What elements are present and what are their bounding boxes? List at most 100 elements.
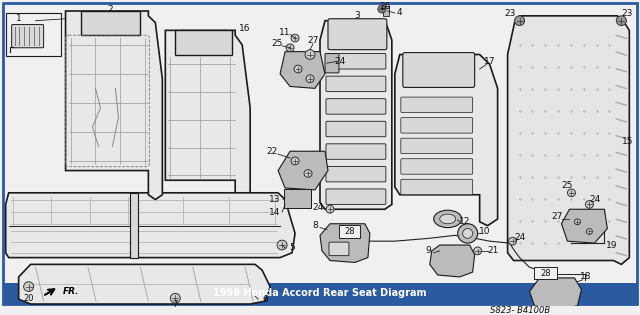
Text: 15: 15 (621, 137, 633, 146)
Text: 2: 2 (108, 5, 113, 14)
Text: 7: 7 (173, 300, 178, 308)
Polygon shape (529, 278, 581, 309)
Circle shape (568, 189, 575, 197)
Circle shape (170, 293, 180, 303)
Text: 10: 10 (479, 227, 490, 236)
Text: 20: 20 (24, 294, 34, 303)
FancyBboxPatch shape (534, 267, 557, 279)
Polygon shape (320, 21, 392, 209)
Text: 12: 12 (459, 217, 470, 226)
Text: 19: 19 (605, 241, 617, 249)
FancyBboxPatch shape (12, 25, 44, 48)
Circle shape (277, 240, 287, 250)
Text: 24: 24 (312, 203, 324, 212)
Text: 24: 24 (514, 233, 525, 242)
Text: 24: 24 (590, 195, 601, 204)
Polygon shape (280, 52, 325, 89)
Text: 27: 27 (552, 212, 563, 220)
Bar (6, 13, 61, 56)
Text: 25: 25 (271, 39, 283, 49)
Text: 28: 28 (540, 269, 551, 278)
FancyBboxPatch shape (326, 166, 386, 182)
Text: 5: 5 (289, 243, 295, 252)
Circle shape (474, 247, 482, 255)
Circle shape (291, 34, 299, 42)
FancyBboxPatch shape (326, 121, 386, 137)
Text: 4: 4 (397, 9, 403, 17)
Circle shape (24, 282, 34, 291)
Text: 27: 27 (307, 36, 319, 44)
Circle shape (515, 16, 525, 26)
Text: S823- B4100B: S823- B4100B (490, 306, 550, 315)
FancyBboxPatch shape (326, 76, 386, 92)
Text: 28: 28 (344, 227, 355, 236)
Text: 9: 9 (425, 246, 431, 255)
Polygon shape (278, 151, 328, 190)
Bar (3, 283, 637, 304)
Text: 1998 Honda Accord Rear Seat Diagram: 1998 Honda Accord Rear Seat Diagram (213, 289, 427, 298)
Bar (131, 193, 138, 258)
Circle shape (305, 50, 315, 59)
Polygon shape (19, 264, 270, 304)
FancyBboxPatch shape (284, 189, 311, 208)
Circle shape (326, 205, 334, 213)
FancyBboxPatch shape (339, 225, 360, 238)
Text: 11: 11 (279, 28, 291, 37)
FancyBboxPatch shape (326, 54, 386, 69)
Circle shape (575, 219, 580, 225)
FancyBboxPatch shape (401, 117, 473, 133)
Circle shape (306, 75, 314, 83)
Circle shape (304, 169, 312, 177)
Text: FR.: FR. (63, 287, 79, 296)
Text: 24: 24 (334, 57, 346, 66)
Text: 13: 13 (269, 195, 281, 204)
FancyBboxPatch shape (383, 6, 389, 16)
Circle shape (458, 224, 477, 243)
FancyBboxPatch shape (326, 144, 386, 159)
FancyBboxPatch shape (401, 179, 473, 195)
FancyBboxPatch shape (326, 189, 386, 204)
Polygon shape (165, 30, 250, 209)
Ellipse shape (440, 214, 456, 224)
Text: 6: 6 (262, 295, 268, 304)
Text: 21: 21 (487, 246, 499, 255)
Circle shape (616, 16, 627, 26)
Text: 23: 23 (621, 9, 633, 18)
Polygon shape (508, 16, 629, 264)
Text: 14: 14 (269, 208, 281, 217)
Text: 8: 8 (312, 221, 318, 230)
Polygon shape (65, 11, 163, 200)
FancyBboxPatch shape (326, 99, 386, 114)
Polygon shape (81, 11, 140, 35)
Circle shape (586, 229, 593, 234)
Text: 26: 26 (379, 2, 390, 11)
Circle shape (294, 65, 302, 73)
FancyBboxPatch shape (329, 242, 349, 256)
Polygon shape (175, 30, 232, 54)
FancyBboxPatch shape (3, 3, 637, 304)
FancyBboxPatch shape (401, 159, 473, 174)
Text: 1: 1 (16, 14, 22, 23)
Circle shape (291, 157, 299, 165)
Circle shape (509, 237, 516, 245)
FancyBboxPatch shape (401, 138, 473, 154)
FancyBboxPatch shape (401, 97, 473, 112)
Text: 3: 3 (354, 11, 360, 20)
FancyBboxPatch shape (328, 19, 387, 50)
Circle shape (586, 201, 593, 208)
Text: 23: 23 (504, 9, 515, 18)
Ellipse shape (434, 210, 461, 228)
Text: 18: 18 (580, 272, 591, 281)
Circle shape (378, 5, 386, 13)
Circle shape (286, 44, 294, 52)
Text: 16: 16 (239, 24, 251, 33)
Text: 22: 22 (266, 147, 278, 156)
Text: 25: 25 (562, 180, 573, 190)
Polygon shape (395, 54, 498, 226)
Circle shape (463, 229, 473, 238)
Polygon shape (6, 193, 295, 258)
FancyBboxPatch shape (325, 54, 339, 73)
Polygon shape (561, 209, 607, 243)
Text: 17: 17 (484, 57, 495, 66)
Polygon shape (320, 224, 370, 262)
